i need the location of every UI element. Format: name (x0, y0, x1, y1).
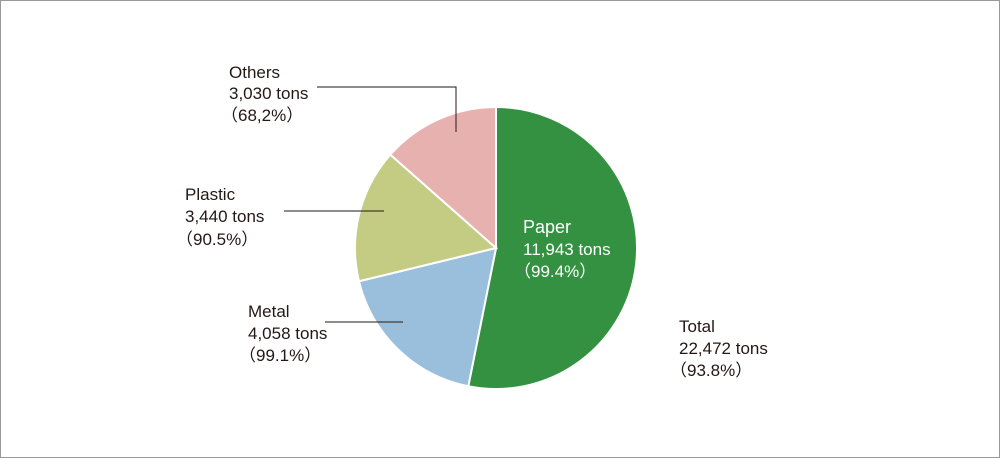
others-label: Others 3,030 tons （68,2%） (221, 63, 308, 125)
plastic-label: Plastic 3,440 tons （90.5%） (176, 185, 264, 249)
others-amount: 3,030 tons (229, 84, 308, 103)
total-amount: 22,472 tons (679, 339, 768, 358)
metal-label: Metal 4,058 tons （99.1%） (239, 302, 327, 365)
paper-rate: （99.4%） (514, 262, 596, 281)
pie-slices (354, 105, 638, 390)
metal-amount: 4,058 tons (248, 324, 327, 343)
metal-name: Metal (248, 302, 290, 321)
paper-label: Paper 11,943 tons （99.4%） (514, 217, 611, 281)
others-leader-line (317, 86, 457, 132)
total-label: Total 22,472 tons （93.8%） (670, 317, 768, 380)
total-name: Total (679, 317, 715, 336)
others-name: Others (229, 63, 280, 82)
pie-slice-metal (357, 246, 498, 388)
others-rate: （68,2%） (221, 106, 303, 125)
plastic-name: Plastic (185, 185, 236, 204)
paper-name: Paper (523, 217, 571, 237)
total-rate: （93.8%） (670, 361, 752, 380)
pie-slice-plastic (354, 153, 499, 283)
plastic-rate: （90.5%） (176, 230, 258, 249)
metal-rate: （99.1%） (239, 346, 321, 365)
paper-amount: 11,943 tons (523, 240, 611, 259)
plastic-amount: 3,440 tons (185, 207, 264, 226)
pie-slice-paper (467, 105, 638, 390)
pie-slice-others (388, 105, 497, 251)
